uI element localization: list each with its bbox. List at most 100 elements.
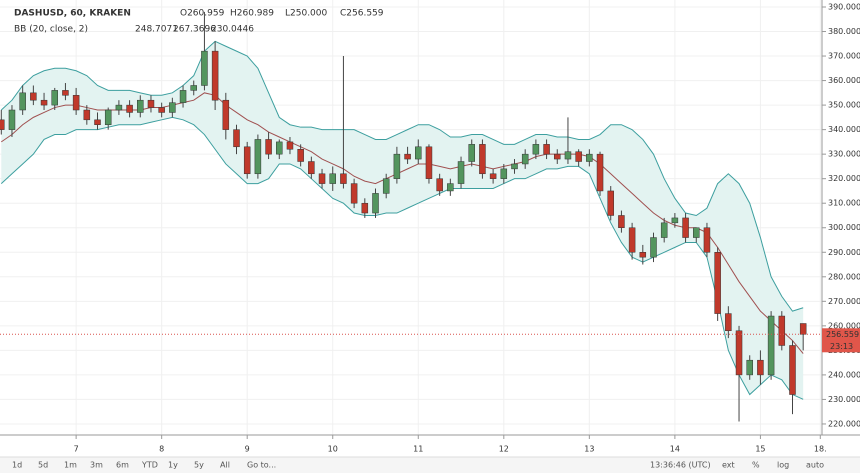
candle-body	[693, 227, 700, 238]
x-tick-label: 12	[499, 445, 509, 454]
candle-body	[586, 153, 593, 162]
candle-body	[735, 330, 743, 376]
candle-body	[201, 50, 208, 86]
toolbar-button[interactable]: 5d	[38, 461, 48, 470]
candle-body	[51, 90, 58, 106]
y-tick-label: 220.000	[828, 419, 860, 428]
toolbar-button[interactable]: All	[220, 461, 230, 470]
candle-body	[404, 153, 411, 160]
candle-body	[479, 144, 486, 175]
x-tick-label: 11	[413, 445, 423, 454]
x-tick-label: 7	[74, 445, 79, 454]
candle-body	[179, 90, 187, 103]
candle-body	[703, 227, 711, 253]
candle-body	[671, 217, 679, 224]
x-tick-label: 13	[584, 445, 594, 454]
candle-body	[126, 104, 133, 113]
candle-body	[628, 227, 636, 253]
toolbar-button[interactable]: Go to...	[247, 461, 276, 470]
band-fill	[1, 41, 804, 400]
candle-body	[350, 183, 358, 204]
candle-body	[447, 183, 454, 192]
candle-body	[8, 109, 16, 130]
ohlc-label: L250.000	[285, 9, 328, 19]
y-tick-label: 310.000	[828, 199, 860, 208]
x-tick-label: 9	[245, 445, 250, 454]
candle-body	[511, 163, 518, 170]
y-tick-label: 300.000	[828, 223, 860, 232]
candle-body	[211, 50, 219, 101]
candle-body	[468, 144, 475, 162]
x-tick-label: 15	[755, 445, 765, 454]
y-tick-label: 350.000	[828, 101, 860, 110]
candle-body	[308, 161, 315, 175]
candle-body	[425, 146, 433, 179]
candle-body	[789, 345, 796, 395]
candle-body	[500, 168, 508, 179]
toolbar-button[interactable]: 1d	[12, 461, 22, 470]
toolbar-button[interactable]: 3m	[90, 461, 103, 470]
symbol: DASHUSD, 60, KRAKEN	[14, 9, 131, 19]
candle-body	[554, 153, 561, 160]
y-tick-label: 340.000	[828, 125, 860, 134]
candle-body	[137, 99, 144, 113]
candle-body	[767, 315, 775, 376]
candle-body	[393, 153, 401, 179]
candle-body	[104, 109, 112, 125]
candle-body	[457, 161, 465, 184]
y-tick-label: 240.000	[828, 370, 860, 379]
candle-body	[0, 119, 5, 130]
toolbar	[0, 457, 860, 473]
ohlc-label: C256.559	[340, 9, 384, 19]
candle-body	[799, 323, 807, 335]
candle-body	[233, 129, 240, 148]
candle-body	[169, 102, 176, 113]
y-tick-label: 270.000	[828, 297, 860, 306]
toolbar-button[interactable]: 1y	[168, 461, 178, 470]
candle-body	[243, 146, 251, 175]
candle-body	[382, 178, 390, 194]
y-tick-label: 260.000	[828, 321, 860, 330]
candle-body	[532, 144, 540, 155]
y-tick-label: 320.000	[828, 174, 860, 183]
candle-body	[318, 173, 326, 184]
toolbar-button[interactable]: 6m	[116, 461, 129, 470]
candle-body	[575, 151, 582, 162]
y-tick-label: 370.000	[828, 52, 860, 61]
candle-body	[650, 237, 657, 258]
indicator-value: 267.3696	[173, 25, 216, 35]
ohlc-label: O260.959	[180, 9, 225, 19]
candle-body	[158, 107, 165, 113]
indicator-value: 248.7071	[135, 25, 178, 35]
candle-body	[746, 359, 753, 376]
toolbar-button[interactable]: YTD	[141, 461, 158, 470]
toolbar-toggle[interactable]: %	[752, 461, 760, 470]
plot-area	[0, 0, 822, 435]
candle-body	[757, 359, 764, 376]
candle-body	[190, 85, 197, 91]
candle-body	[725, 313, 732, 332]
candle-body	[72, 95, 80, 111]
candle-body	[436, 178, 443, 192]
clock: 13:36:46 (UTC)	[650, 461, 711, 470]
candle-body	[682, 217, 689, 238]
toolbar-toggle[interactable]: log	[777, 461, 789, 470]
last-price-label: 256.559	[826, 330, 859, 339]
toolbar-toggle[interactable]: ext	[722, 461, 735, 470]
x-tick-label: 8	[159, 445, 164, 454]
candle-body	[115, 104, 123, 111]
countdown: 23:13	[830, 342, 853, 351]
candle-body	[147, 99, 155, 108]
candle-body	[286, 141, 294, 150]
candle-body	[618, 215, 625, 228]
x-tick-label: 10	[328, 445, 338, 454]
candle-body	[19, 92, 26, 111]
toolbar-button[interactable]: 1m	[64, 461, 77, 470]
toolbar-toggle[interactable]: auto	[806, 461, 824, 470]
x-tick-label: 14	[670, 445, 680, 454]
candle-body	[30, 92, 37, 101]
y-tick-label: 330.000	[828, 150, 860, 159]
indicator: BB (20, close, 2)	[14, 25, 88, 35]
toolbar-button[interactable]: 5y	[194, 461, 204, 470]
